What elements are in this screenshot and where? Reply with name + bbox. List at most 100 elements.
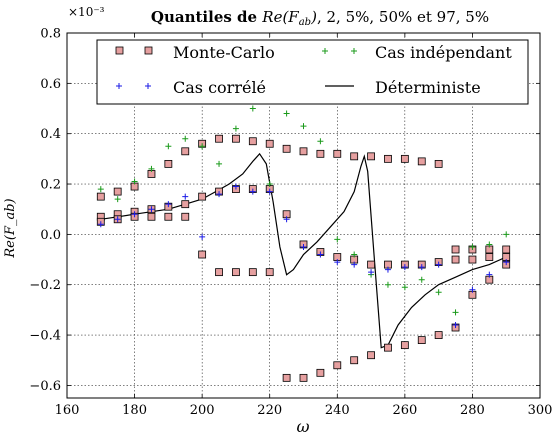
correle-point [283,216,290,223]
x-tick-label: 300 [528,403,553,418]
correle-point [486,271,493,278]
independant-point [334,236,341,243]
monte-carlo-point [384,343,392,352]
monte-carlo-point [451,245,460,254]
independant-point [300,123,307,130]
monte-carlo-point [164,212,173,221]
monte-carlo-point [417,157,426,166]
independant-point [165,143,172,150]
independant-point [503,231,510,238]
monte-carlo-point [485,253,494,261]
monte-carlo-point [147,212,156,221]
legend-label-deterministe: Déterministe [375,78,481,97]
x-tick-label: 180 [122,403,147,418]
chart-title: Quantiles de Re(Fab), 2, 5%, 50% et 97, … [151,8,489,28]
monte-carlo-point [333,149,342,158]
y-tick-label: 0.2 [40,178,61,193]
y-tick-label: 0.6 [40,77,61,92]
monte-carlo-point [248,268,257,277]
y-tick-label: −0.4 [29,329,61,344]
y-tick-label: −0.2 [29,278,61,293]
independant-point [486,241,493,248]
correle-point [469,286,476,293]
monte-carlo-point [282,373,291,382]
monte-carlo-point [400,154,409,163]
correle-point [418,264,425,271]
x-tick-label: 220 [257,403,282,418]
monte-carlo-point [434,331,443,339]
independant-point [216,160,223,167]
monte-carlo-point [350,152,359,161]
independant-point [131,178,138,185]
deterministic-series [100,152,507,349]
plot-frame [66,32,541,399]
independant-point [199,143,206,150]
y-axis-label: Re(F_ab) [3,198,18,258]
y-tick-label: 0.0 [40,228,61,243]
correle-point [351,261,358,268]
monte-carlo-point [181,212,190,221]
monte-carlo-point [265,268,274,277]
monte-carlo-point [282,144,291,153]
y-tick-label: 0.8 [40,27,61,42]
correle-point [334,259,341,266]
monte-carlo-point [215,268,223,277]
correle-point [114,216,121,223]
x-tick-label: 200 [190,403,215,418]
correle-point [300,243,307,250]
independant-point [114,196,121,203]
correle-point [216,191,223,198]
monte-carlo-point [468,255,477,264]
independant-point [418,276,425,283]
monte-carlo-point [113,187,122,196]
correle-point [249,188,256,195]
y-multiplier: ×10⁻³ [68,5,105,19]
monte-carlo-point [417,336,426,345]
x-tick-label: 240 [325,403,350,418]
correle-point [97,221,104,228]
deterministe-line [100,152,507,349]
correle-point [165,201,172,208]
correle-point [435,261,442,268]
correle-point [148,206,155,213]
x-tick-label: 280 [460,403,485,418]
monte-carlo-point [232,268,240,277]
independant-point [283,110,290,117]
correle-point [199,233,206,240]
y-tick-label: 0.4 [40,127,61,142]
independant-point [148,165,155,172]
monte-carlo-point [367,152,375,161]
monte-carlo-point [232,134,240,143]
correle-point [384,266,391,273]
monte-carlo-point [367,351,375,360]
monte-carlo-point [181,147,190,156]
chart-title-math-sub: ab [299,17,311,28]
x-tick-label: 260 [392,403,417,418]
independant-point [469,243,476,250]
x-axis-label: ω [296,417,309,435]
correle-point [503,259,510,266]
correle-point [232,183,239,190]
monte-carlo-point [299,373,308,382]
independant-point [384,281,391,288]
correle-point [317,251,324,258]
legend: Monte-Carlo Cas indépendant Cas corrélé … [96,39,529,105]
legend-marker-monte-carlo [115,46,153,55]
chart-title-suffix: , 2, 5%, 50% et 97, 5% [317,8,489,26]
independant-point [452,309,459,316]
independant-point [249,105,256,112]
independant-point [401,284,408,291]
monte-carlo-point [333,361,342,370]
correle-point [368,269,375,276]
independant-point [435,289,442,296]
monte-carlo-point [96,192,105,201]
monte-carlo-point [502,245,511,254]
monte-carlo-point [350,356,359,365]
monte-carlo-point [248,137,257,146]
legend-marker-correle [116,83,151,89]
independant-point [182,135,189,142]
data-points [96,105,511,382]
independant-point [317,138,324,145]
x-tick-label: 160 [55,403,80,418]
